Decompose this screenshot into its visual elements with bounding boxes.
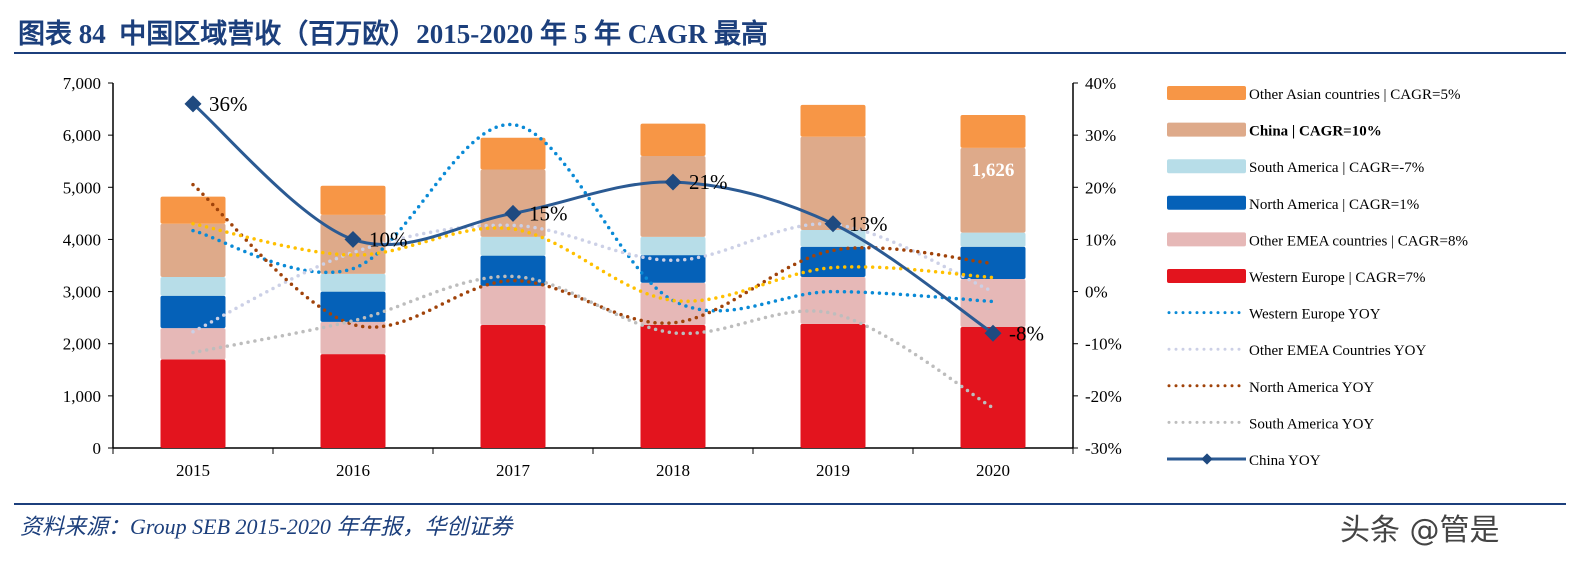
right-tick-label: 30%: [1085, 126, 1116, 145]
bar-data-label: 1,626: [972, 160, 1015, 181]
bar-segment: [800, 276, 866, 324]
right-tick-label: 0%: [1085, 283, 1108, 302]
china-yoy-label: 21%: [689, 170, 728, 194]
legend-label: Other EMEA countries | CAGR=8%: [1249, 233, 1468, 249]
china-yoy-marker: [984, 324, 1002, 342]
title-divider: [14, 52, 1566, 54]
china-yoy-marker: [824, 215, 842, 233]
china-yoy-marker: [504, 204, 522, 222]
yoy-line: [191, 274, 995, 410]
legend-swatch: [1167, 232, 1246, 247]
bar-segment: [800, 136, 866, 231]
bar-segment: [960, 232, 1026, 247]
legend-label: Other EMEA Countries YOY: [1249, 343, 1427, 359]
legend-swatch: [1167, 195, 1246, 210]
china-yoy-marker: [664, 173, 682, 191]
bar-segment: [960, 246, 1026, 280]
bar-segment: [640, 255, 706, 283]
left-tick-label: 7,000: [63, 74, 101, 93]
bar-segment: [160, 295, 226, 329]
left-tick-label: 5,000: [63, 178, 101, 197]
bar-segment: [320, 354, 386, 448]
bar-segment: [160, 196, 226, 224]
legend-swatch: [1167, 86, 1246, 100]
left-tick-label: 4,000: [63, 230, 101, 249]
bar-segment: [640, 156, 706, 237]
legend-label: China | CAGR=10%: [1249, 124, 1382, 140]
china-yoy-marker: [344, 230, 362, 248]
legend-swatch: [1167, 159, 1246, 174]
left-tick-label: 2,000: [63, 335, 101, 354]
bar-segment: [960, 279, 1026, 328]
left-tick-label: 1,000: [63, 387, 101, 406]
legend-label: North America | CAGR=1%: [1249, 197, 1419, 213]
bar-segment: [480, 236, 546, 256]
right-tick-label: 40%: [1085, 74, 1116, 93]
bar-segment: [960, 115, 1026, 148]
x-tick-label: 2018: [656, 461, 690, 480]
bar-segment: [320, 291, 386, 322]
x-tick-label: 2016: [336, 461, 370, 480]
yoy-line: [191, 182, 995, 329]
bar-segment: [640, 324, 706, 448]
yoy-line: [191, 122, 995, 313]
china-yoy-line: [192, 102, 994, 335]
bar-segment: [480, 255, 546, 286]
bar-segment: [640, 123, 706, 156]
right-tick-label: -30%: [1085, 439, 1122, 458]
legend-swatch: [1167, 269, 1246, 283]
china-yoy-label: 13%: [849, 212, 888, 236]
china-yoy-marker: [184, 95, 202, 113]
legend-label: Western Europe | CAGR=7%: [1249, 270, 1425, 286]
left-tick-label: 6,000: [63, 126, 101, 145]
x-tick-label: 2017: [496, 461, 531, 480]
legend-label: North America YOY: [1249, 380, 1374, 396]
page-title: 图表 84 中国区域营收（百万欧）2015-2020 年 5 年 CAGR 最高: [18, 19, 768, 49]
bar-segment: [960, 327, 1026, 448]
legend-label: South America | CAGR=-7%: [1249, 160, 1424, 176]
china-yoy-label: 36%: [209, 92, 248, 116]
bar-segment: [160, 276, 226, 296]
yoy-line: [191, 222, 995, 334]
bar-segment: [960, 147, 1026, 233]
bar-segment: [480, 169, 546, 237]
legend-marker: [1201, 453, 1213, 465]
bar-segment: [160, 328, 226, 360]
legend-label: South America YOY: [1249, 416, 1374, 432]
legend-swatch: [1167, 122, 1246, 137]
left-tick-label: 3,000: [63, 283, 101, 302]
bar-segment: [800, 230, 866, 247]
china-yoy-label: -8%: [1009, 321, 1044, 345]
bar-segment: [640, 236, 706, 256]
bar-segment: [160, 223, 226, 277]
bar-segment: [320, 273, 386, 292]
bar-segment: [320, 185, 386, 215]
source-note: 资料来源：Group SEB 2015-2020 年年报，华创证券: [20, 514, 513, 539]
right-tick-label: 20%: [1085, 178, 1116, 197]
yoy-line: [191, 222, 995, 303]
bar-segment: [320, 321, 386, 355]
legend-label: Western Europe YOY: [1249, 307, 1381, 323]
right-tick-label: -20%: [1085, 387, 1122, 406]
right-tick-label: 10%: [1085, 230, 1116, 249]
legend-label: Other Asian countries | CAGR=5%: [1249, 87, 1460, 103]
footer-divider: [14, 503, 1566, 505]
watermark: 头条 @管是: [1340, 513, 1500, 548]
legend-label: China YOY: [1249, 453, 1321, 469]
bar-segment: [160, 359, 226, 448]
x-tick-label: 2015: [176, 461, 210, 480]
bar-segment: [800, 104, 866, 137]
china-yoy-label: 10%: [369, 227, 408, 251]
left-tick-label: 0: [93, 439, 102, 458]
right-tick-label: -10%: [1085, 335, 1122, 354]
bar-segment: [480, 324, 546, 448]
bar-segment: [480, 285, 546, 325]
x-tick-label: 2019: [816, 461, 850, 480]
bar-segment: [640, 282, 706, 325]
x-tick-label: 2020: [976, 461, 1010, 480]
bar-segment: [800, 323, 866, 448]
bar-segment: [480, 137, 546, 170]
china-yoy-label: 15%: [529, 201, 568, 225]
revenue-chart: 0 1,000 2,000 3,000 4,000 5,000 6,000 7,000 -30%…: [63, 74, 1468, 480]
